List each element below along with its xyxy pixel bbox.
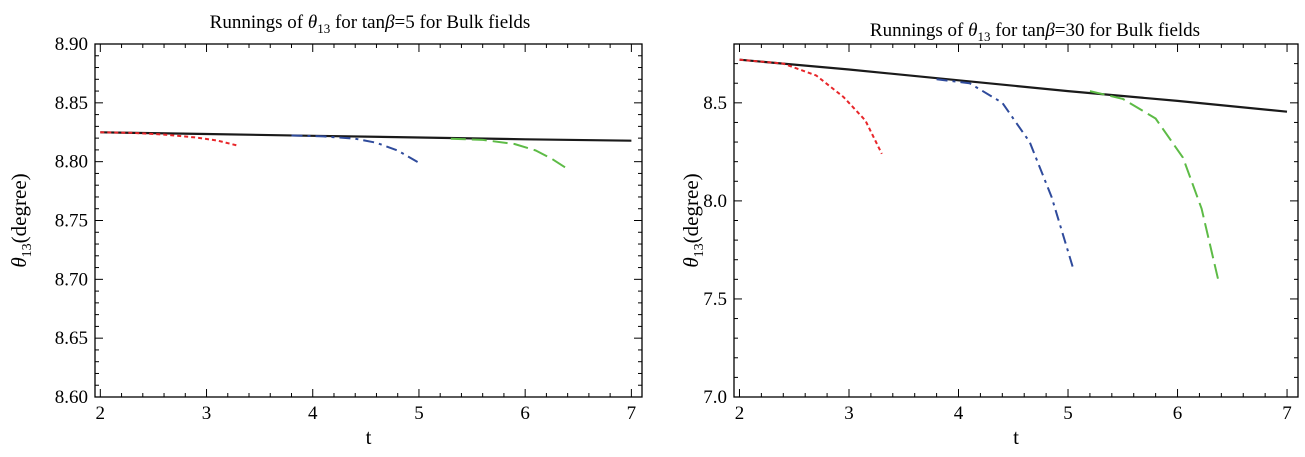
series-line-solid <box>100 131 632 142</box>
y-tick-label: 8.60 <box>55 387 88 408</box>
x-tick-label: 6 <box>1173 403 1183 424</box>
chart-title: Runnings of θ13 for tanβ=30 for Bulk fie… <box>870 20 1200 44</box>
y-tick-label: 8.5 <box>703 93 727 114</box>
x-tick-label: 6 <box>520 403 530 424</box>
series-line-solid <box>739 58 1288 113</box>
series-line-dashed <box>450 137 567 169</box>
series-line-dashed <box>1089 90 1220 280</box>
plot-frame <box>94 43 643 398</box>
y-axis-label: θ13(degree) <box>679 173 707 267</box>
x-tick-label: 4 <box>954 403 964 424</box>
y-tick-label: 8.90 <box>55 34 88 55</box>
series-line-dotted <box>100 131 239 147</box>
series-line-dotted <box>739 58 883 155</box>
y-tick-label: 7.0 <box>703 387 727 408</box>
y-tick-label: 8.80 <box>55 152 88 173</box>
x-tick-label: 4 <box>308 403 318 424</box>
x-tick-label: 7 <box>1282 403 1292 424</box>
y-tick-label: 8.75 <box>55 211 88 232</box>
x-tick-label: 2 <box>96 403 106 424</box>
chart-right: 2 3 4 5 6 7 7.0 7.5 8.0 8.5 Runnings of θ13 for ta… <box>655 0 1305 457</box>
x-tick-label: 3 <box>844 403 854 424</box>
series-line-dashdot <box>936 78 1075 270</box>
x-tick-label: 3 <box>202 403 212 424</box>
x-axis-label: t <box>1013 425 1019 449</box>
chart-left-svg: 2 3 4 5 6 7 8.60 8.65 8.70 8.75 8.80 8.85 8.90 Runnin… <box>7 12 643 449</box>
y-tick-label: 8.65 <box>55 328 88 349</box>
x-tick-label: 5 <box>1063 403 1073 424</box>
x-tick-label: 7 <box>627 403 637 424</box>
x-axis-label: t <box>366 425 372 449</box>
chart-title: Runnings of θ13 for tanβ=5 for Bulk fiel… <box>210 12 531 36</box>
y-tick-label: 7.5 <box>703 289 727 310</box>
y-axis-label: θ13(degree) <box>7 173 35 267</box>
y-tick-label: 8.85 <box>55 93 88 114</box>
plot-frame <box>733 43 1299 398</box>
series-line-dashdot <box>291 134 420 164</box>
x-tick-label: 5 <box>414 403 424 424</box>
chart-left: 2 3 4 5 6 7 8.60 8.65 8.70 8.75 8.80 8.85 8.90 Runnin… <box>0 0 650 457</box>
chart-right-svg: 2 3 4 5 6 7 7.0 7.5 8.0 8.5 Runnings of θ13 for ta… <box>679 20 1299 449</box>
x-tick-label: 2 <box>735 403 745 424</box>
y-tick-label: 8.70 <box>55 269 88 290</box>
y-tick-label: 8.0 <box>703 191 727 212</box>
